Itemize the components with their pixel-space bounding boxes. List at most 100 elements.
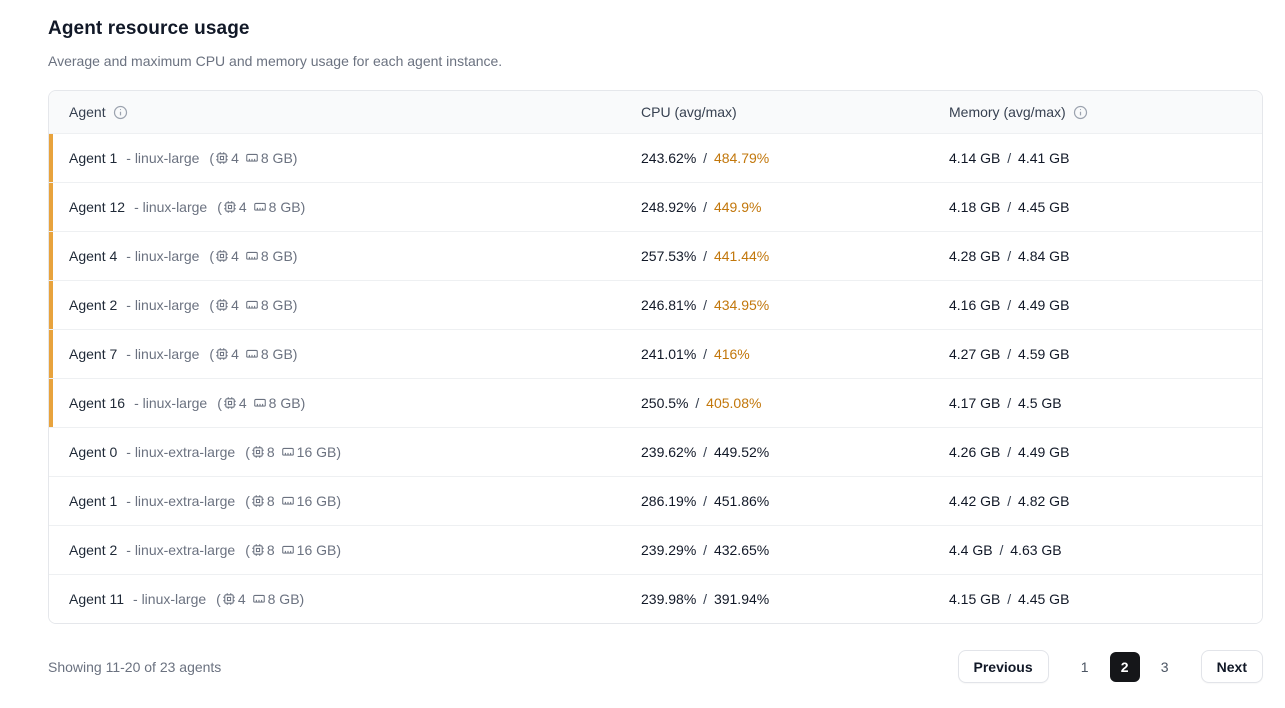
cpu-max-value: 434.95% bbox=[713, 297, 770, 313]
column-header-memory: Memory (avg/max) bbox=[949, 104, 1262, 120]
cpu-max-value: 432.65% bbox=[713, 542, 770, 558]
cpu-usage-cell: 248.92% / 449.9% bbox=[641, 199, 949, 215]
agent-name: Agent 1 bbox=[69, 493, 118, 509]
memory-max-value: 4.84 GB bbox=[1018, 248, 1070, 264]
agent-name: Agent 12 bbox=[69, 199, 126, 215]
pagination: Previous 1 2 3 Next bbox=[957, 650, 1263, 683]
agent-name: Agent 2 bbox=[69, 542, 118, 558]
agent-name: Agent 0 bbox=[69, 444, 118, 460]
page-number-current[interactable]: 2 bbox=[1109, 651, 1140, 682]
agent-ram-size: 8 GB bbox=[260, 248, 293, 264]
memory-info-icon[interactable] bbox=[1073, 105, 1088, 120]
cpu-chip-icon bbox=[251, 445, 265, 459]
agent-ram-size: 16 GB bbox=[296, 542, 337, 558]
value-separator: / bbox=[699, 591, 711, 607]
agent-instance-type: - linux-large bbox=[133, 591, 207, 607]
value-separator: / bbox=[1003, 444, 1016, 460]
page-number[interactable]: 1 bbox=[1080, 658, 1089, 675]
agent-cell: Agent 2 - linux-large ( 4 8 GB) bbox=[49, 297, 641, 313]
column-header-cpu-label: CPU (avg/max) bbox=[641, 104, 737, 120]
memory-usage-cell: 4.27 GB / 4.59 GB bbox=[949, 346, 1262, 362]
agent-name: Agent 7 bbox=[69, 346, 118, 362]
page-subtitle: Average and maximum CPU and memory usage… bbox=[48, 53, 503, 69]
agent-cpu-count: 8 bbox=[266, 493, 275, 509]
cpu-usage-cell: 250.5% / 405.08% bbox=[641, 395, 949, 411]
agent-cell: Agent 11 - linux-large ( 4 8 GB) bbox=[49, 591, 641, 607]
value-separator: / bbox=[699, 199, 711, 215]
value-separator: / bbox=[1003, 297, 1016, 313]
cpu-chip-icon bbox=[215, 151, 229, 165]
memory-usage-cell: 4.15 GB / 4.45 GB bbox=[949, 591, 1262, 607]
cpu-chip-icon bbox=[215, 347, 229, 361]
table-header-row: Agent CPU (avg/max) Memory (avg/max) bbox=[49, 91, 1262, 133]
cpu-avg-value: 239.29% bbox=[641, 542, 697, 558]
agent-info-icon[interactable] bbox=[113, 105, 128, 120]
agent-table-row: Agent 1 - linux-extra-large ( 8 16 GB) 286.… bbox=[49, 476, 1262, 525]
memory-avg-value: 4.17 GB bbox=[949, 395, 1001, 411]
column-header-memory-label: Memory (avg/max) bbox=[949, 104, 1066, 120]
agent-cpu-count: 4 bbox=[231, 248, 239, 264]
value-separator: / bbox=[1003, 199, 1016, 215]
memory-stick-icon bbox=[281, 543, 295, 557]
cpu-max-value: 451.86% bbox=[713, 493, 770, 509]
agent-table-row: Agent 4 - linux-large ( 4 8 GB) 257.53% / 4… bbox=[49, 231, 1262, 280]
cpu-avg-value: 241.01% bbox=[641, 346, 697, 362]
memory-stick-icon bbox=[281, 445, 295, 459]
memory-max-value: 4.59 GB bbox=[1018, 346, 1070, 362]
agent-instance-type: - linux-large bbox=[126, 297, 200, 313]
memory-stick-icon bbox=[252, 592, 266, 606]
cpu-max-value: 484.79% bbox=[713, 150, 770, 166]
memory-max-value: 4.49 GB bbox=[1018, 444, 1070, 460]
agent-specs: ( 4 8 GB) bbox=[217, 395, 306, 411]
cpu-chip-icon bbox=[215, 298, 229, 312]
memory-usage-cell: 4.28 GB / 4.84 GB bbox=[949, 248, 1262, 264]
agent-instance-type: - linux-large bbox=[134, 395, 208, 411]
agent-cell: Agent 0 - linux-extra-large ( 8 16 GB) bbox=[49, 444, 641, 460]
table-footer: Showing 11-20 of 23 agents Previous 1 2 3 … bbox=[48, 650, 1263, 683]
agent-ram-size: 16 GB bbox=[296, 444, 337, 460]
agent-instance-type: - linux-extra-large bbox=[126, 493, 236, 509]
cpu-max-value: 449.52% bbox=[713, 444, 770, 460]
next-page-button[interactable]: Next bbox=[1200, 650, 1263, 683]
memory-usage-cell: 4.4 GB / 4.63 GB bbox=[949, 542, 1262, 558]
cpu-avg-value: 239.62% bbox=[641, 444, 697, 460]
agent-table-row: Agent 12 - linux-large ( 4 8 GB) 248.92% / … bbox=[49, 182, 1262, 231]
memory-max-value: 4.63 GB bbox=[1010, 542, 1062, 558]
agent-specs: ( 4 8 GB) bbox=[216, 591, 305, 607]
value-separator: / bbox=[1003, 346, 1016, 362]
memory-max-value: 4.41 GB bbox=[1018, 150, 1070, 166]
agent-specs: ( 4 8 GB) bbox=[209, 248, 298, 264]
cpu-usage-cell: 239.62% / 449.52% bbox=[641, 444, 949, 460]
value-separator: / bbox=[699, 542, 711, 558]
agent-cpu-count: 4 bbox=[231, 150, 239, 166]
memory-stick-icon bbox=[281, 494, 295, 508]
agent-specs: ( 4 8 GB) bbox=[209, 346, 298, 362]
page-number[interactable]: 3 bbox=[1160, 658, 1169, 675]
value-separator: / bbox=[699, 248, 711, 264]
agent-name: Agent 11 bbox=[69, 591, 125, 607]
previous-page-button[interactable]: Previous bbox=[957, 650, 1049, 683]
cpu-usage-cell: 241.01% / 416% bbox=[641, 346, 949, 362]
agent-specs: ( 8 16 GB) bbox=[245, 542, 342, 558]
agent-table-row: Agent 2 - linux-large ( 4 8 GB) 246.81% / 4… bbox=[49, 280, 1262, 329]
memory-stick-icon bbox=[245, 249, 259, 263]
memory-stick-icon bbox=[245, 347, 259, 361]
agent-specs: ( 4 8 GB) bbox=[209, 150, 298, 166]
agent-specs: ( 4 8 GB) bbox=[209, 297, 298, 313]
agent-cpu-count: 8 bbox=[266, 444, 275, 460]
agent-cell: Agent 16 - linux-large ( 4 8 GB) bbox=[49, 395, 641, 411]
agent-resource-usage-page: Agent resource usage Average and maximum… bbox=[48, 18, 1263, 683]
agent-name: Agent 1 bbox=[69, 150, 118, 166]
cpu-max-value: 391.94% bbox=[713, 591, 770, 607]
agent-table-row: Agent 0 - linux-extra-large ( 8 16 GB) 239.… bbox=[49, 427, 1262, 476]
memory-avg-value: 4.16 GB bbox=[949, 297, 1001, 313]
value-separator: / bbox=[699, 493, 711, 509]
table-body: Agent 1 - linux-large ( 4 8 GB) 243.62% / 4… bbox=[49, 133, 1262, 623]
cpu-chip-icon bbox=[222, 592, 236, 606]
value-separator: / bbox=[691, 395, 704, 411]
cpu-max-value: 416% bbox=[713, 346, 750, 362]
cpu-avg-value: 250.5% bbox=[641, 395, 689, 411]
agent-specs: ( 8 16 GB) bbox=[245, 493, 342, 509]
memory-usage-cell: 4.16 GB / 4.49 GB bbox=[949, 297, 1262, 313]
agent-ram-size: 8 GB bbox=[268, 199, 301, 215]
